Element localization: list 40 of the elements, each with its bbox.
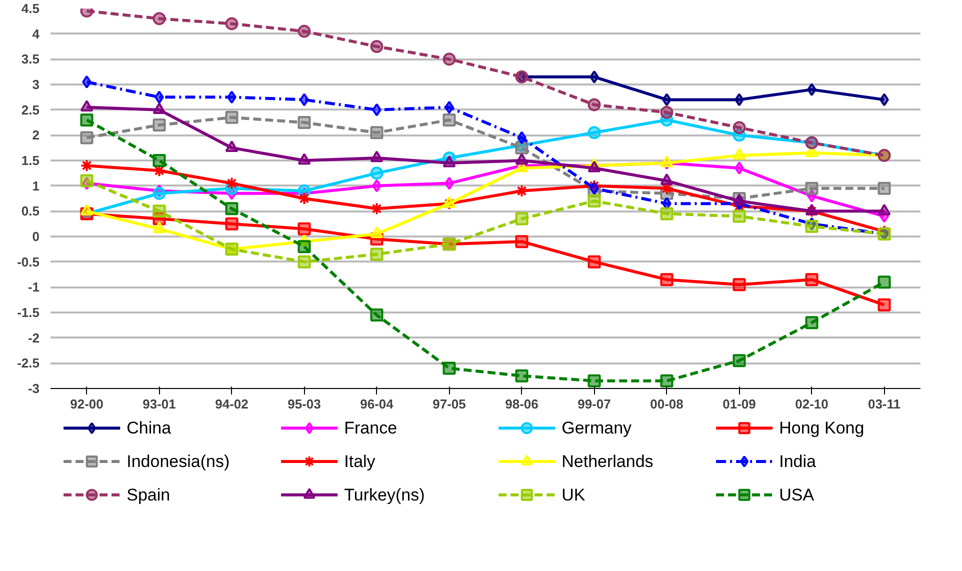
y-tick-label: 0: [32, 229, 40, 244]
y-tick-label: 4: [32, 26, 40, 42]
legend-label: Turkey(ns): [344, 485, 425, 504]
x-tick-label: 96-04: [360, 396, 394, 412]
legend-label: Indonesia(ns): [126, 452, 230, 471]
legend-label: Germany: [562, 418, 632, 438]
x-tick-label: 98-06: [505, 396, 538, 412]
x-tick-label: 94-02: [215, 396, 248, 412]
x-tick-label: 02-10: [795, 396, 828, 412]
x-tick-label: 01-09: [722, 396, 756, 412]
y-tick-label: -2.5: [17, 356, 40, 371]
y-tick-label: 4.5: [21, 1, 40, 16]
legend-label: Spain: [126, 485, 170, 504]
y-tick-label: 2: [32, 128, 40, 143]
y-tick-label: 3.5: [21, 52, 40, 67]
y-tick-label: -1: [28, 280, 40, 295]
y-tick-label: 0.5: [21, 204, 40, 219]
y-tick-label: 1.5: [21, 153, 40, 168]
y-tick-label: 2.5: [21, 102, 40, 118]
legend-label: China: [126, 418, 172, 438]
legend-label: USA: [779, 485, 815, 504]
x-tick-label: 92-00: [70, 396, 104, 412]
legend-label: UK: [562, 485, 586, 504]
x-tick-label: 00-08: [650, 396, 684, 412]
y-tick-label: 3: [32, 77, 40, 92]
y-tick-label: 1: [32, 178, 40, 194]
legend-label: Italy: [344, 452, 376, 471]
y-tick-label: -1.5: [17, 305, 40, 320]
y-tick-label: -0.5: [17, 254, 40, 270]
y-tick-label: -2: [28, 330, 40, 346]
x-tick-label: 99-07: [578, 396, 611, 412]
x-tick-label: 95-03: [288, 396, 321, 412]
y-tick-label: -3: [28, 381, 40, 396]
legend-label: France: [344, 418, 398, 438]
x-tick-label: 93-01: [142, 396, 176, 412]
legend-label: Hong Kong: [779, 418, 864, 438]
x-tick-label: 97-05: [432, 396, 466, 412]
legend-label: India: [779, 452, 817, 471]
x-tick-label: 03-11: [868, 396, 901, 412]
legend-label: Netherlands: [562, 452, 654, 471]
